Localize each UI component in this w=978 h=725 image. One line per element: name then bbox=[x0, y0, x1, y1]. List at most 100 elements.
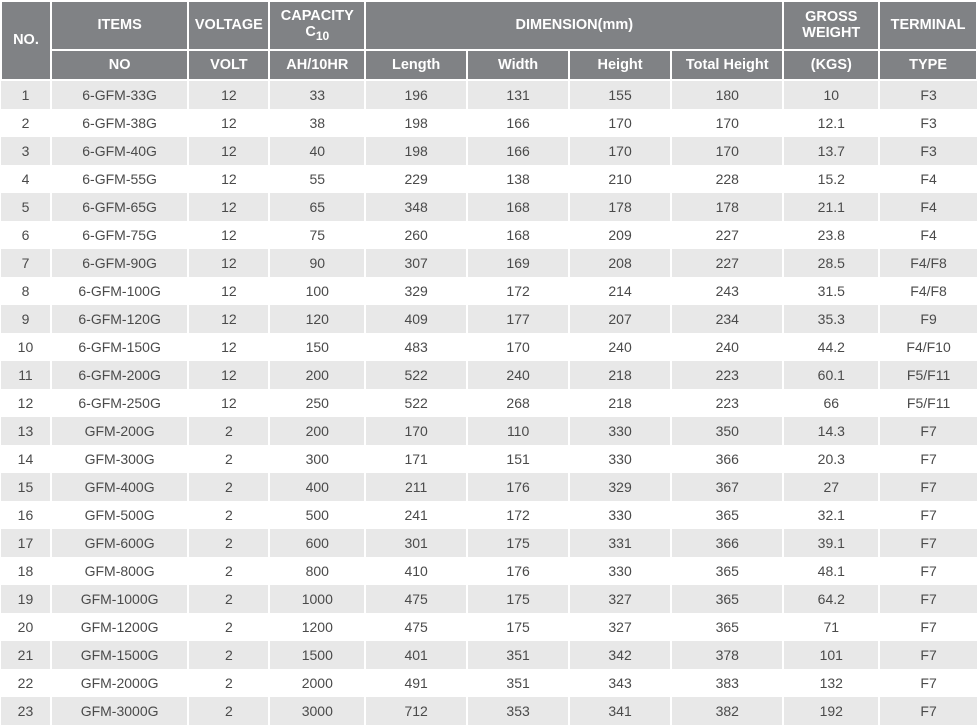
row-width: 138 bbox=[467, 165, 569, 193]
row-no: 3 bbox=[1, 137, 51, 165]
row-capacity: 33 bbox=[269, 80, 365, 109]
row-height: 343 bbox=[569, 669, 671, 697]
row-item: GFM-1200G bbox=[51, 613, 188, 641]
row-item: 6-GFM-250G bbox=[51, 389, 188, 417]
col-dimension-header: DIMENSION(mm) bbox=[365, 1, 783, 50]
row-height: 329 bbox=[569, 473, 671, 501]
row-length: 260 bbox=[365, 221, 467, 249]
row-weight: 132 bbox=[783, 669, 879, 697]
sub-length-header: Length bbox=[365, 50, 467, 80]
row-terminal: F7 bbox=[879, 641, 977, 669]
row-height: 218 bbox=[569, 361, 671, 389]
row-capacity: 75 bbox=[269, 221, 365, 249]
row-terminal: F4 bbox=[879, 221, 977, 249]
weight-label-line1: GROSS bbox=[805, 9, 857, 25]
row-no: 4 bbox=[1, 165, 51, 193]
row-width: 172 bbox=[467, 501, 569, 529]
row-length: 348 bbox=[365, 193, 467, 221]
row-width: 169 bbox=[467, 249, 569, 277]
table-row: 106-GFM-150G1215048317024024044.2F4/F10 bbox=[1, 333, 977, 361]
sub-height-header: Height bbox=[569, 50, 671, 80]
row-capacity: 90 bbox=[269, 249, 365, 277]
row-item: GFM-2000G bbox=[51, 669, 188, 697]
row-no: 12 bbox=[1, 389, 51, 417]
col-weight-header: GROSS WEIGHT bbox=[783, 1, 879, 50]
row-weight: 21.1 bbox=[783, 193, 879, 221]
row-capacity: 55 bbox=[269, 165, 365, 193]
row-total-height: 378 bbox=[671, 641, 783, 669]
row-weight: 35.3 bbox=[783, 305, 879, 333]
row-terminal: F3 bbox=[879, 137, 977, 165]
row-volt: 12 bbox=[188, 193, 269, 221]
row-terminal: F7 bbox=[879, 613, 977, 641]
row-width: 131 bbox=[467, 80, 569, 109]
row-weight: 66 bbox=[783, 389, 879, 417]
row-total-height: 223 bbox=[671, 389, 783, 417]
row-capacity: 800 bbox=[269, 557, 365, 585]
row-no: 17 bbox=[1, 529, 51, 557]
row-length: 196 bbox=[365, 80, 467, 109]
row-volt: 2 bbox=[188, 697, 269, 725]
row-height: 330 bbox=[569, 557, 671, 585]
row-capacity: 38 bbox=[269, 109, 365, 137]
row-no: 10 bbox=[1, 333, 51, 361]
row-length: 301 bbox=[365, 529, 467, 557]
row-width: 168 bbox=[467, 193, 569, 221]
row-weight: 101 bbox=[783, 641, 879, 669]
row-height: 342 bbox=[569, 641, 671, 669]
row-terminal: F5/F11 bbox=[879, 361, 977, 389]
row-item: 6-GFM-200G bbox=[51, 361, 188, 389]
row-capacity: 200 bbox=[269, 361, 365, 389]
row-no: 22 bbox=[1, 669, 51, 697]
row-width: 175 bbox=[467, 529, 569, 557]
row-capacity: 600 bbox=[269, 529, 365, 557]
row-no: 1 bbox=[1, 80, 51, 109]
row-height: 170 bbox=[569, 137, 671, 165]
row-weight: 192 bbox=[783, 697, 879, 725]
row-volt: 12 bbox=[188, 333, 269, 361]
row-width: 176 bbox=[467, 557, 569, 585]
row-volt: 12 bbox=[188, 80, 269, 109]
col-items-header: ITEMS bbox=[51, 1, 188, 50]
sub-weight-header: (KGS) bbox=[783, 50, 879, 80]
table-row: 16GFM-500G250024117233036532.1F7 bbox=[1, 501, 977, 529]
row-item: 6-GFM-75G bbox=[51, 221, 188, 249]
table-row: 26-GFM-38G123819816617017012.1F3 bbox=[1, 109, 977, 137]
row-width: 151 bbox=[467, 445, 569, 473]
row-volt: 12 bbox=[188, 109, 269, 137]
row-volt: 12 bbox=[188, 389, 269, 417]
row-volt: 2 bbox=[188, 613, 269, 641]
row-no: 18 bbox=[1, 557, 51, 585]
row-terminal: F7 bbox=[879, 585, 977, 613]
table-row: 36-GFM-40G124019816617017013.7F3 bbox=[1, 137, 977, 165]
table-row: 116-GFM-200G1220052224021822360.1F5/F11 bbox=[1, 361, 977, 389]
table-row: 21GFM-1500G21500401351342378101F7 bbox=[1, 641, 977, 669]
row-width: 175 bbox=[467, 613, 569, 641]
table-row: 96-GFM-120G1212040917720723435.3F9 bbox=[1, 305, 977, 333]
row-volt: 2 bbox=[188, 641, 269, 669]
row-length: 329 bbox=[365, 277, 467, 305]
row-total-height: 223 bbox=[671, 361, 783, 389]
row-item: GFM-3000G bbox=[51, 697, 188, 725]
row-length: 307 bbox=[365, 249, 467, 277]
row-terminal: F4/F10 bbox=[879, 333, 977, 361]
row-width: 177 bbox=[467, 305, 569, 333]
row-height: 210 bbox=[569, 165, 671, 193]
row-length: 410 bbox=[365, 557, 467, 585]
row-item: GFM-600G bbox=[51, 529, 188, 557]
table-row: 18GFM-800G280041017633036548.1F7 bbox=[1, 557, 977, 585]
row-total-height: 227 bbox=[671, 221, 783, 249]
row-capacity: 500 bbox=[269, 501, 365, 529]
row-no: 8 bbox=[1, 277, 51, 305]
row-capacity: 400 bbox=[269, 473, 365, 501]
row-width: 166 bbox=[467, 109, 569, 137]
capacity-label-line1: CAPACITY bbox=[281, 8, 354, 24]
row-capacity: 65 bbox=[269, 193, 365, 221]
capacity-label-line2: C bbox=[305, 24, 315, 40]
row-weight: 64.2 bbox=[783, 585, 879, 613]
row-height: 207 bbox=[569, 305, 671, 333]
row-height: 208 bbox=[569, 249, 671, 277]
row-item: 6-GFM-55G bbox=[51, 165, 188, 193]
row-height: 214 bbox=[569, 277, 671, 305]
row-terminal: F7 bbox=[879, 473, 977, 501]
